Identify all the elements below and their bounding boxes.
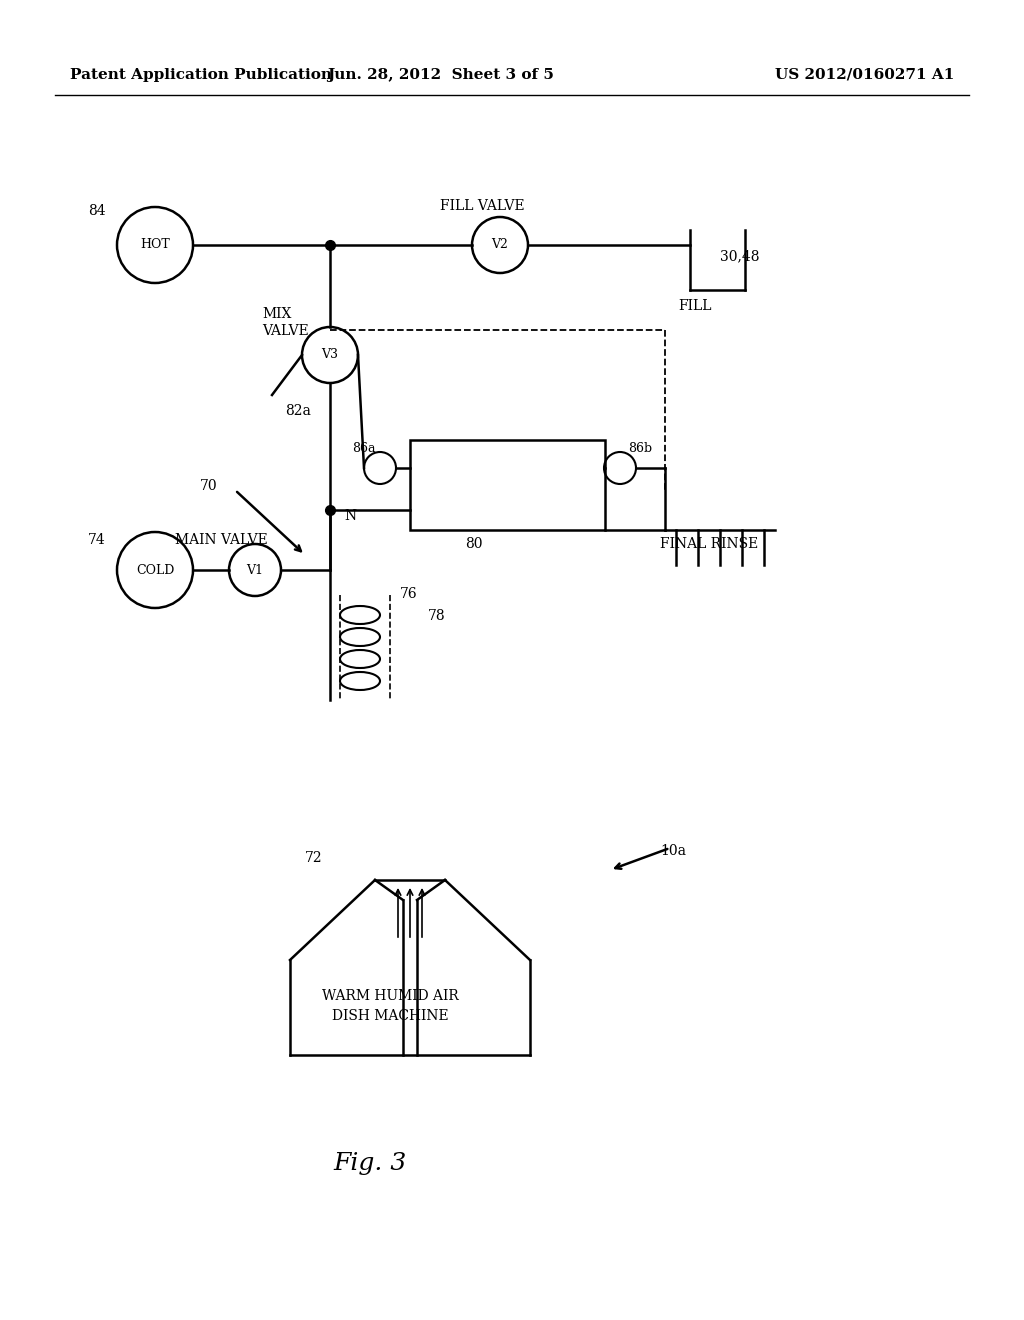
Text: 86a: 86a bbox=[352, 442, 376, 455]
Text: VALVE: VALVE bbox=[262, 323, 309, 338]
Text: 10a: 10a bbox=[660, 843, 686, 858]
Text: 70: 70 bbox=[200, 479, 218, 492]
Text: 74: 74 bbox=[88, 533, 105, 546]
Text: 84: 84 bbox=[88, 205, 105, 218]
Text: V2: V2 bbox=[492, 239, 509, 252]
Text: V3: V3 bbox=[322, 348, 339, 362]
Text: MAIN VALVE: MAIN VALVE bbox=[175, 533, 267, 546]
Text: HOT: HOT bbox=[140, 239, 170, 252]
Text: N: N bbox=[344, 510, 356, 523]
Text: Jun. 28, 2012  Sheet 3 of 5: Jun. 28, 2012 Sheet 3 of 5 bbox=[327, 69, 554, 82]
Text: US 2012/0160271 A1: US 2012/0160271 A1 bbox=[774, 69, 954, 82]
Text: DISH MACHINE: DISH MACHINE bbox=[332, 1008, 449, 1023]
Text: 30,48: 30,48 bbox=[720, 249, 760, 263]
Text: Fig. 3: Fig. 3 bbox=[334, 1152, 407, 1175]
Text: 72: 72 bbox=[305, 851, 323, 865]
Text: V1: V1 bbox=[247, 564, 263, 577]
Text: COLD: COLD bbox=[136, 564, 174, 577]
Text: 78: 78 bbox=[428, 609, 445, 623]
Text: Patent Application Publication: Patent Application Publication bbox=[70, 69, 332, 82]
Text: MIX: MIX bbox=[262, 308, 292, 321]
Text: FILL: FILL bbox=[678, 300, 712, 313]
Text: 76: 76 bbox=[400, 587, 418, 601]
Text: FINAL RINSE: FINAL RINSE bbox=[660, 537, 758, 550]
Bar bbox=[410, 440, 605, 531]
Text: 86b: 86b bbox=[628, 442, 652, 455]
Text: 82a: 82a bbox=[285, 404, 311, 418]
Text: FILL VALVE: FILL VALVE bbox=[440, 199, 524, 213]
Text: WARM HUMID AIR: WARM HUMID AIR bbox=[322, 989, 459, 1003]
Text: 80: 80 bbox=[465, 537, 482, 550]
